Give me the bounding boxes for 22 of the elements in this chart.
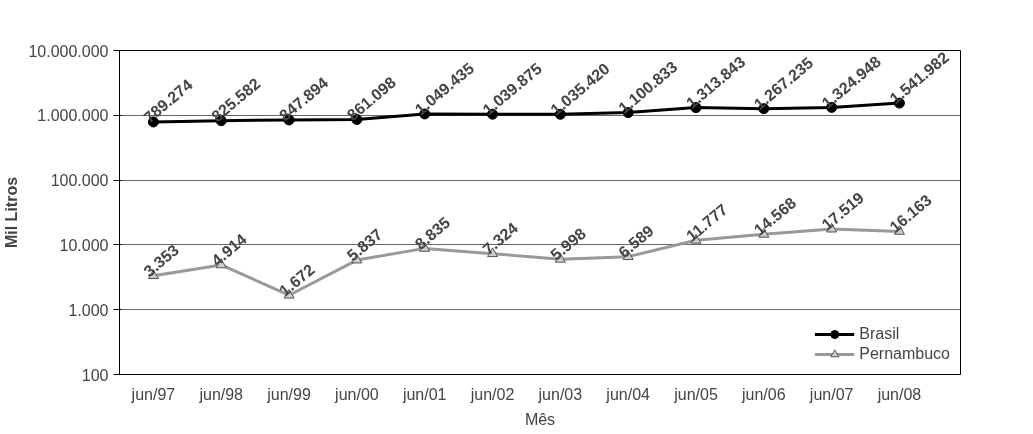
y-axis-title: Mil Litros (3, 176, 21, 249)
x-tick-label: jun/07 (808, 385, 854, 403)
x-axis-title: Mês (524, 410, 556, 428)
y-tick-label: 100.000 (50, 172, 109, 190)
y-tick-label: 1.000 (68, 301, 109, 319)
x-tick-label: jun/04 (605, 385, 651, 403)
x-tick-label: jun/02 (469, 385, 515, 403)
x-tick-label: jun/01 (401, 385, 447, 403)
legend-label: Pernambuco (859, 345, 950, 363)
x-tick-label: jun/03 (537, 385, 583, 403)
legend-label: Brasil (859, 325, 900, 343)
x-tick-label: jun/98 (198, 385, 244, 403)
x-tick-label: jun/05 (673, 385, 718, 403)
x-tick-label: jun/97 (130, 385, 176, 403)
y-tick-label: 100 (81, 366, 109, 384)
y-tick-label: 1.000.000 (37, 107, 109, 125)
x-tick-label: jun/06 (741, 385, 786, 403)
x-tick-label: jun/08 (876, 385, 922, 403)
y-tick-label: 10.000 (59, 236, 109, 254)
x-tick-label: jun/00 (334, 385, 379, 403)
y-tick-label: 10.000.000 (28, 42, 109, 60)
x-tick-label: jun/99 (266, 385, 311, 403)
